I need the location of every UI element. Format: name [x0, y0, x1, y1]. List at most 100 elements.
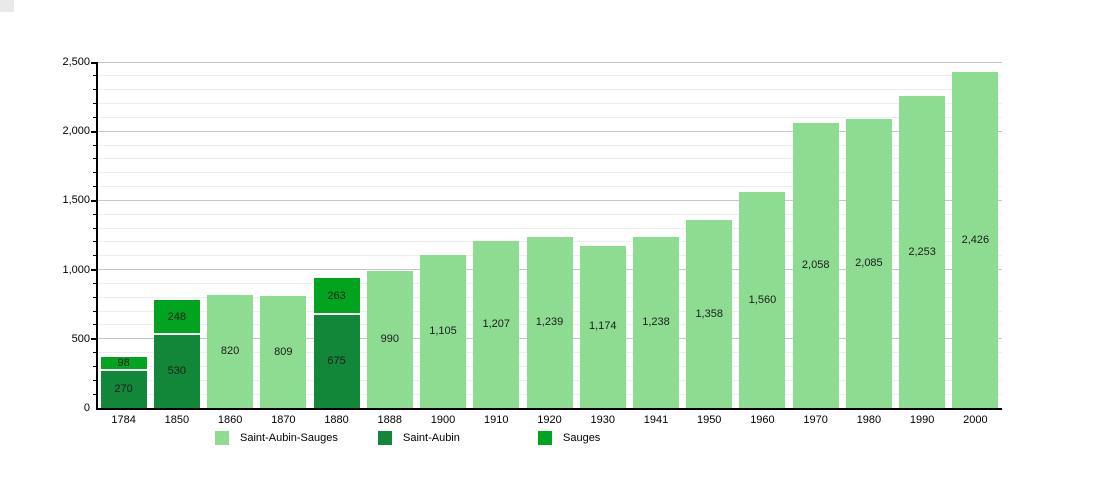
y-axis-tick: [91, 269, 97, 272]
x-axis-label: 1980: [856, 414, 882, 426]
bar-value-label: 675: [327, 354, 346, 367]
gridline: [97, 89, 1002, 91]
gridline: [97, 172, 1002, 174]
x-axis-label: 1970: [803, 414, 828, 426]
bar-saint-aubin-sauges: [207, 294, 254, 408]
gridline: [97, 213, 1002, 215]
x-axis-label: 2000: [963, 414, 988, 426]
bar-saint-aubin-sauges: [260, 296, 307, 408]
bar-value-label: 2,253: [908, 245, 936, 258]
y-axis-tick: [93, 282, 97, 284]
y-axis-label: 2,500: [62, 56, 90, 68]
y-axis-tick: [93, 365, 97, 367]
bar-saint-aubin-sauges: [526, 236, 573, 408]
bar-value-label: 2,085: [855, 257, 883, 270]
y-axis-tick: [93, 393, 97, 395]
y-axis-tick: [93, 310, 97, 312]
bar-segment-saint-aubin: [153, 334, 200, 408]
bar-saint-aubin-sauges: [845, 119, 892, 408]
gridline: [97, 227, 1002, 229]
bar-value-label: 98: [117, 357, 130, 370]
bar-segment-sauges: [313, 278, 360, 315]
y-axis-tick: [91, 199, 97, 202]
legend-swatch-sauges: [538, 430, 552, 445]
legend-label-saint-aubin-sauges: Saint-Aubin-Sauges: [240, 431, 338, 444]
bar-value-label: 1,105: [429, 325, 457, 338]
bar-value-label: 1,238: [642, 315, 670, 328]
legend-item-saint-aubin: Saint-Aubin: [378, 430, 460, 445]
y-axis-label: 0: [83, 402, 90, 414]
y-axis-tick: [93, 172, 97, 174]
y-axis-tick: [93, 255, 97, 257]
legend-label-saint-aubin: Saint-Aubin: [403, 431, 460, 444]
y-axis-tick: [93, 213, 97, 215]
y-axis-tick: [93, 186, 97, 188]
x-axis-label: 1888: [377, 414, 403, 426]
y-axis-tick: [93, 227, 97, 229]
bar-value-label: 990: [380, 332, 399, 345]
y-axis-tick: [93, 352, 97, 354]
x-axis-label: 1941: [643, 414, 669, 426]
x-axis-label: 1900: [430, 414, 456, 426]
bar-value-label: 270: [114, 382, 133, 395]
gridline: [97, 186, 1002, 188]
bar-segment-sauges: [153, 300, 200, 335]
bar-value-label: 809: [274, 345, 293, 358]
y-axis-line: [96, 62, 98, 410]
y-axis-tick: [91, 61, 97, 64]
y-axis-tick: [93, 379, 97, 381]
y-axis-tick: [93, 324, 97, 326]
y-axis-tick: [93, 75, 97, 77]
y-axis-label: 1,500: [62, 194, 90, 207]
gridline: [97, 199, 1002, 201]
legend-swatch-saint-aubin: [378, 430, 392, 445]
legend-item-sauges: Sauges: [538, 430, 600, 445]
gridline: [97, 130, 1002, 132]
bar-value-label: 1,560: [748, 293, 777, 306]
bar-value-label: 248: [167, 310, 187, 323]
bar-value-label: 1,174: [588, 320, 617, 333]
bar-saint-aubin-sauges: [952, 72, 999, 408]
bar-saint-aubin-sauges: [792, 123, 839, 408]
x-axis-label: 1930: [590, 414, 615, 426]
y-axis-label: 1,000: [62, 263, 90, 276]
y-axis-tick: [91, 338, 97, 341]
gridline: [97, 116, 1002, 118]
gridline: [97, 61, 1002, 63]
bar-value-label: 530: [167, 364, 187, 377]
gridline: [97, 158, 1002, 160]
x-axis-line: [96, 408, 1002, 410]
bar-saint-aubin-sauges: [899, 96, 946, 408]
gridline: [97, 103, 1002, 105]
bar-value-label: 2,058: [801, 259, 830, 272]
bar-value-label: 1,239: [535, 315, 564, 328]
y-axis-tick: [93, 296, 97, 298]
bar-saint-aubin-sauges: [686, 220, 733, 408]
bar-value-label: 1,358: [695, 307, 723, 320]
bar-segment-sauges: [100, 357, 147, 371]
x-axis-label: 1990: [909, 414, 935, 426]
bar-saint-aubin-sauges: [579, 245, 626, 408]
x-axis-label: 1880: [324, 414, 349, 426]
x-axis-label: 1920: [537, 414, 562, 426]
bar-value-label: 1,207: [482, 317, 511, 330]
x-axis-label: 1784: [111, 414, 136, 426]
legend-label-sauges: Sauges: [563, 431, 601, 444]
y-axis-label: 2,000: [62, 125, 90, 138]
gridline: [97, 75, 1002, 77]
bar-saint-aubin-sauges: [473, 240, 520, 408]
legend-item-saint-aubin-sauges: Saint-Aubin-Sauges: [215, 430, 338, 445]
legend: Saint-Aubin-Sauges Saint-Aubin Sauges: [0, 430, 1100, 446]
corner-artifact: [0, 0, 14, 12]
x-axis-label: 1960: [750, 414, 775, 426]
bar-value-label: 820: [220, 344, 240, 357]
y-axis-label: 500: [71, 332, 90, 345]
y-axis-tick: [93, 116, 97, 118]
bar-saint-aubin-sauges: [366, 270, 413, 408]
y-axis-tick: [91, 130, 97, 133]
x-axis-label: 1850: [164, 414, 190, 426]
y-axis-tick: [93, 89, 97, 91]
gridline: [97, 144, 1002, 146]
x-axis-label: 1950: [696, 414, 722, 426]
